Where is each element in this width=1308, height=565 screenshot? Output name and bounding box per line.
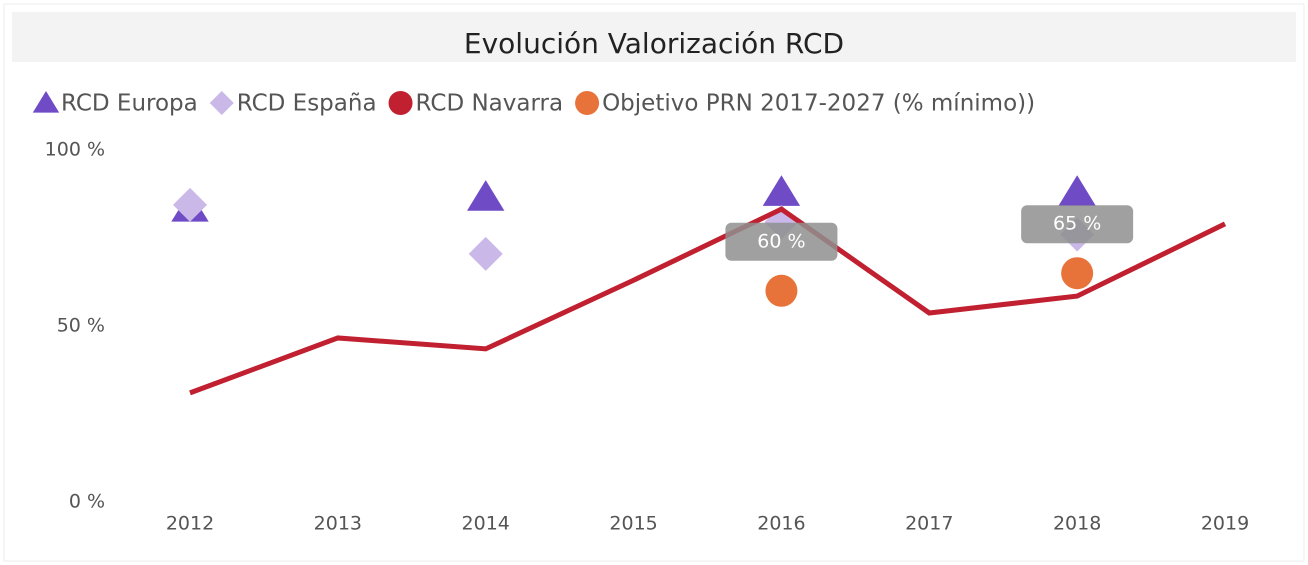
legend-marker — [575, 91, 600, 115]
point — [762, 175, 801, 206]
point — [1061, 257, 1094, 290]
x-tick-label: 2018 — [1053, 513, 1101, 535]
chart-title: Evolución Valorización RCD — [464, 27, 844, 60]
x-tick-label: 2016 — [757, 513, 805, 535]
point — [765, 274, 798, 307]
point — [468, 236, 503, 271]
legend-label: Objetivo PRN 2017-2027 (% mínimo)) — [602, 91, 1035, 117]
legend-marker — [388, 91, 413, 115]
data-label: 60 % — [757, 230, 805, 252]
x-tick-label: 2013 — [314, 513, 362, 535]
point — [467, 180, 505, 211]
data-label: 65 % — [1053, 213, 1101, 235]
y-tick-label: 50 % — [57, 315, 105, 337]
legend-label: RCD Europa — [61, 91, 198, 117]
legend-label: RCD Navarra — [416, 91, 564, 117]
line — [189, 206, 1227, 396]
x-tick-label: 2014 — [462, 513, 510, 535]
point — [1058, 175, 1096, 206]
x-tick-label: 2017 — [905, 513, 953, 535]
legend-marker — [32, 91, 60, 113]
title-band — [12, 12, 1296, 62]
y-tick-label: 0 % — [69, 491, 105, 513]
y-tick-label: 100 % — [45, 139, 105, 161]
x-tick-label: 2019 — [1201, 513, 1249, 535]
x-tick-label: 2012 — [166, 513, 214, 535]
data-label-box — [725, 222, 838, 261]
data-label-box — [1021, 205, 1134, 244]
legend-label: RCD España — [237, 91, 377, 117]
legend-marker — [209, 91, 234, 115]
point — [173, 187, 207, 222]
x-tick-label: 2015 — [609, 513, 657, 535]
